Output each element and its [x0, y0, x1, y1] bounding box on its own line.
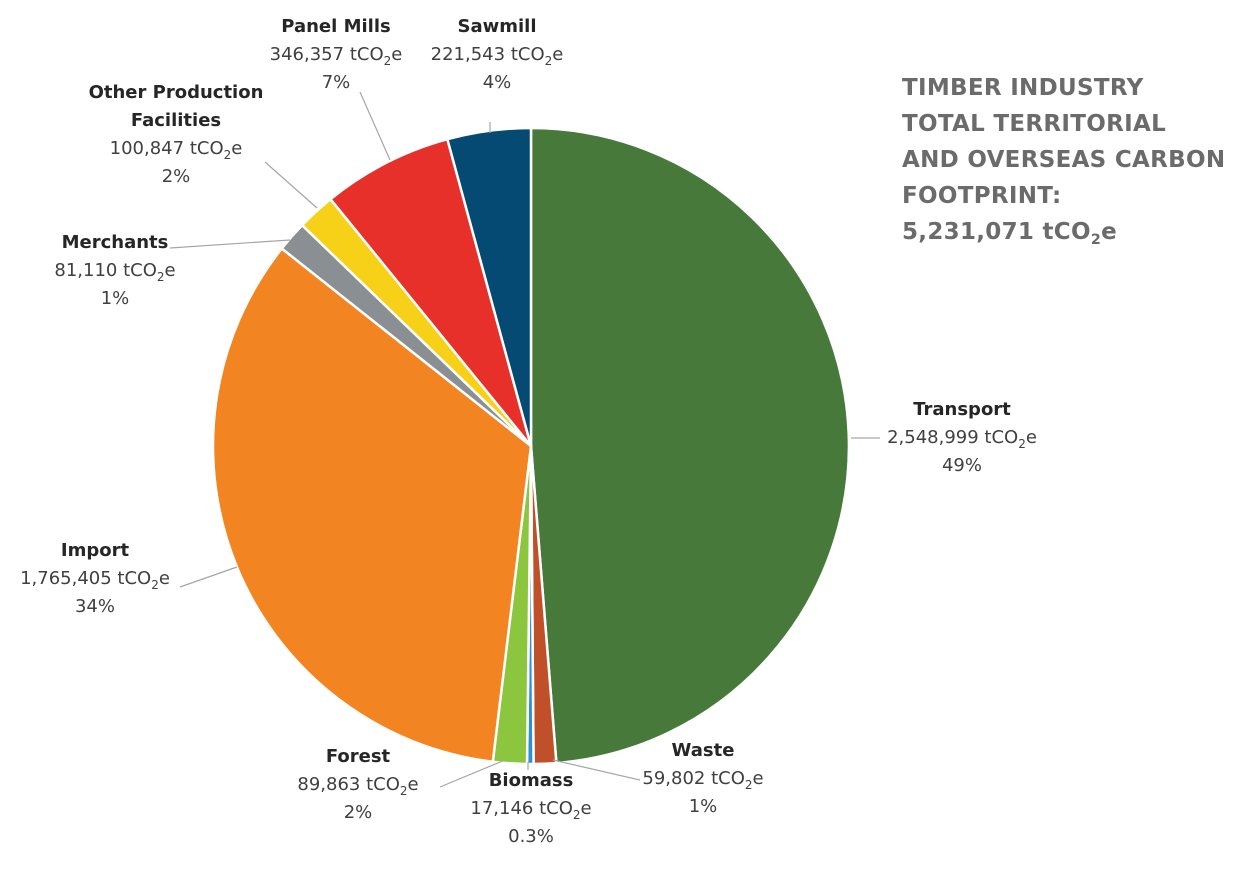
- slice-name-label: Other Production: [89, 82, 264, 103]
- slice-value-label: 89,863 tCO2e: [297, 774, 418, 798]
- slice-value-label: 221,543 tCO2e: [431, 44, 564, 68]
- slice-percent-label: 7%: [322, 72, 351, 93]
- total-unit-sub: 2: [1090, 231, 1102, 248]
- slice-percent-label: 34%: [75, 596, 115, 617]
- title-line: TIMBER INDUSTRY: [902, 75, 1144, 101]
- total-value: 5,231,071: [902, 219, 1035, 245]
- leader-line: [179, 566, 238, 588]
- slice-percent-label: 1%: [101, 288, 130, 309]
- leader-lines: [169, 91, 880, 788]
- data-label-sawmill: Sawmill 221,543 tCO2e 4%: [431, 16, 564, 93]
- slice-name-label: Merchants: [62, 232, 169, 253]
- slice-name-label: Biomass: [489, 770, 574, 791]
- data-label-merchants: Merchants 81,110 tCO2e 1%: [54, 232, 175, 309]
- slice-percent-label: 2%: [162, 166, 191, 187]
- slice-value-label: 59,802 tCO2e: [642, 768, 763, 792]
- slice-value-label: 100,847 tCO2e: [110, 138, 243, 162]
- leader-line: [552, 759, 641, 781]
- data-label-import: Import 1,765,405 tCO2e 34%: [20, 540, 170, 617]
- total-footprint: 5,231,071 tCO2e: [902, 214, 1232, 250]
- leader-line: [169, 239, 291, 249]
- pie-slice-transport: [529, 126, 851, 765]
- slice-value-label: 17,146 tCO2e: [470, 798, 591, 822]
- slice-percent-label: 49%: [942, 455, 982, 476]
- slice-value-label: 81,110 tCO2e: [54, 260, 175, 284]
- data-label-transport: Transport 2,548,999 tCO2e 49%: [887, 399, 1037, 476]
- data-label-panel-mills: Panel Mills 346,357 tCO2e 7%: [270, 16, 403, 93]
- slice-name-label: Facilities: [131, 110, 221, 131]
- pie-slice-sawmill: [446, 126, 533, 448]
- pie-slices: [211, 126, 851, 766]
- data-labels: Transport 2,548,999 tCO2e 49% Waste 59,802 t…: [20, 16, 1037, 847]
- slice-percent-label: 4%: [483, 72, 512, 93]
- pie-slice-panel-mills: [329, 137, 533, 448]
- slice-name-label: Panel Mills: [281, 16, 390, 37]
- total-unit-prefix: tCO: [1042, 219, 1091, 245]
- slice-percent-label: 2%: [344, 802, 373, 823]
- leader-line: [264, 161, 318, 209]
- slice-name-label: Forest: [326, 746, 391, 767]
- title-line: TOTAL TERRITORIAL: [902, 111, 1167, 137]
- total-unit-suffix: e: [1101, 219, 1117, 245]
- leader-line: [439, 759, 506, 788]
- slice-value-label: 2,548,999 tCO2e: [887, 427, 1037, 451]
- title-line: AND OVERSEAS CARBON: [902, 147, 1226, 173]
- chart-title: TIMBER INDUSTRY TOTAL TERRITORIAL AND OV…: [902, 70, 1232, 250]
- data-label-waste: Waste 59,802 tCO2e 1%: [642, 740, 763, 817]
- data-label-biomass: Biomass 17,146 tCO2e 0.3%: [470, 770, 591, 847]
- slice-value-label: 1,765,405 tCO2e: [20, 568, 170, 592]
- slice-percent-label: 0.3%: [508, 826, 554, 847]
- title-line: FOOTPRINT:: [902, 183, 1062, 209]
- slice-name-label: Waste: [672, 740, 735, 761]
- slice-percent-label: 1%: [689, 796, 718, 817]
- slice-value-label: 346,357 tCO2e: [270, 44, 403, 68]
- leader-line: [359, 91, 391, 161]
- slice-name-label: Sawmill: [457, 16, 536, 37]
- slice-name-label: Import: [61, 540, 130, 561]
- data-label-other-production-facilities: Other Production Facilities 100,847 tCO2e 2…: [89, 82, 264, 187]
- data-label-forest: Forest 89,863 tCO2e 2%: [297, 746, 418, 823]
- slice-name-label: Transport: [913, 399, 1011, 420]
